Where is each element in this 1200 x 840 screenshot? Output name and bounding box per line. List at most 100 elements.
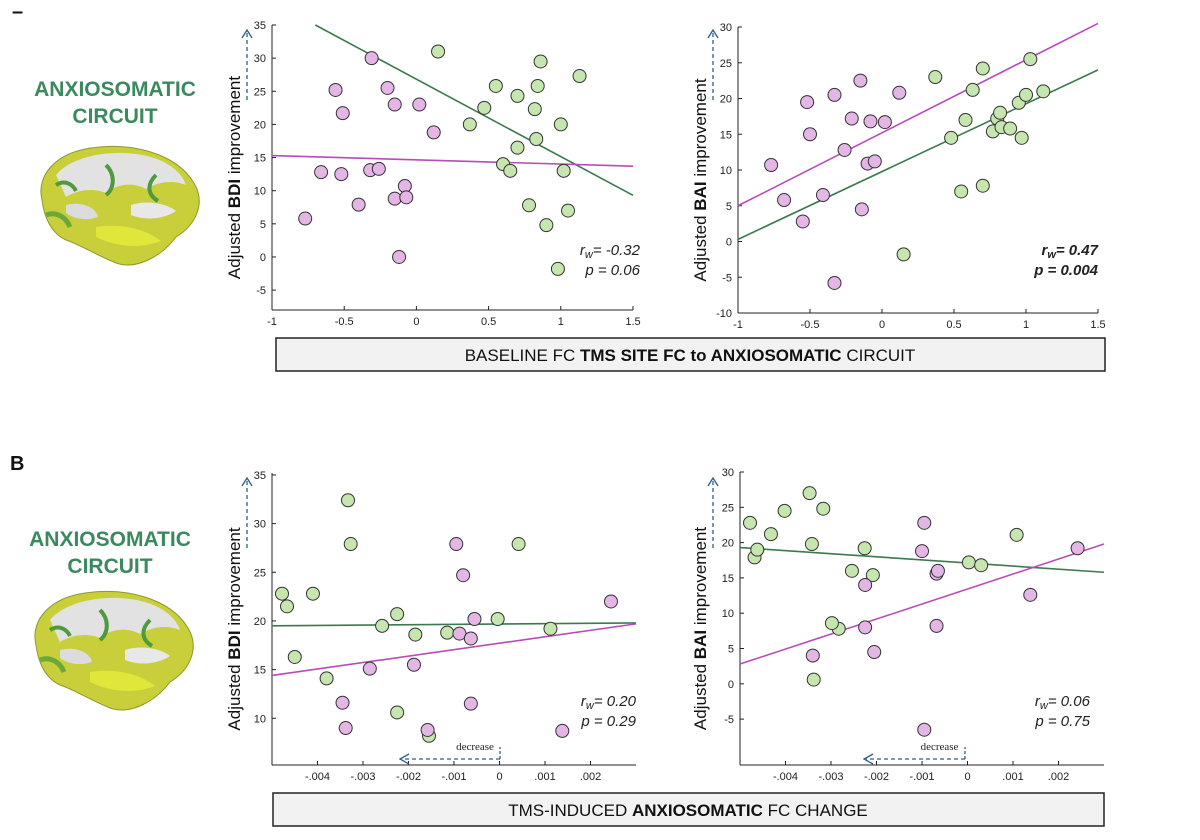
green-data-point [530, 78, 545, 93]
row-b-axis-label: TMS-INDUCED ANXIOSOMATIC FC CHANGE [508, 801, 868, 820]
scatter-chart-a-bai: -1 -0.5 0 0.5 1 1.5 -10 -5 0 5 10 15 20 25 30 Adjusted … [691, 22, 1106, 331]
green-data-point [553, 117, 568, 132]
up-arrow-icon [241, 476, 253, 487]
pink-data-point [930, 563, 945, 578]
pink-data-point [803, 127, 817, 142]
scatter-chart-b-bai: -.004 -.003 -.002 -.001 0 .001 .002 -5 0 5 10 15 20 2… [691, 467, 1105, 783]
pink-data-point [805, 648, 820, 663]
y-tick-label: -5 [724, 714, 734, 726]
y-tick-label: 0 [260, 252, 266, 264]
green-data-point [844, 563, 859, 578]
pink-data-point [392, 249, 407, 264]
pink-data-point [863, 114, 878, 129]
x-tick-label: .002 [580, 771, 601, 783]
y-tick-label: 20 [254, 119, 266, 131]
stat-r-label: rw= 0.06 [1035, 693, 1091, 712]
green-data-point [431, 44, 446, 59]
y-axis-label: Adjusted BDI improvement [225, 527, 244, 730]
pink-data-point [387, 191, 402, 206]
green-data-point [488, 78, 503, 93]
pink-data-point [380, 80, 395, 95]
pink-data-point [917, 515, 932, 530]
green-data-point [763, 527, 778, 542]
pink-data-point [853, 73, 868, 88]
pink-data-point [892, 85, 907, 100]
y-tick-label: 10 [254, 713, 266, 725]
green-data-point [975, 178, 990, 193]
pink-data-point [298, 211, 313, 226]
y-tick-label: 20 [254, 616, 266, 628]
pink-data-point [827, 87, 842, 102]
y-tick-label: 25 [254, 86, 266, 98]
y-tick-label: 15 [254, 153, 266, 165]
green-data-point [280, 599, 295, 614]
pink-data-point [917, 722, 932, 737]
pink-data-point [463, 696, 478, 711]
brain-icon [40, 145, 200, 266]
green-data-point [975, 61, 990, 76]
green-data-point [275, 586, 290, 601]
green-data-point [408, 627, 423, 642]
green-data-point [1023, 52, 1038, 67]
green-data-point [305, 586, 320, 601]
brain-icon [34, 590, 194, 711]
left-arrow-icon [398, 753, 410, 765]
stat-r-label: rw= 0.47 [1041, 242, 1098, 261]
x-tick-label: 0 [413, 316, 419, 328]
y-tick-label: -5 [722, 272, 732, 284]
up-arrow-icon [241, 28, 253, 39]
stat-r-label: rw= -0.32 [580, 242, 641, 261]
decrease-label: decrease [456, 741, 494, 753]
pink-data-point [603, 594, 618, 609]
x-tick-label: -.003 [350, 771, 375, 783]
pink-fit-line [271, 623, 637, 677]
pink-data-point [335, 106, 350, 121]
y-tick-label: 15 [720, 129, 732, 141]
pink-data-point [426, 125, 441, 140]
circuit-label-line2: CIRCUIT [67, 555, 152, 578]
green-data-point [804, 537, 819, 552]
y-tick-label: 10 [254, 186, 266, 198]
green-data-point [510, 88, 525, 103]
x-tick-label: -.002 [864, 771, 889, 783]
green-data-point [743, 515, 758, 530]
y-tick-label: -10 [716, 308, 732, 320]
green-data-point [556, 163, 571, 178]
pink-data-point [867, 645, 882, 660]
y-tick-label: 30 [720, 22, 732, 34]
y-tick-label: 25 [254, 567, 266, 579]
stat-r-label: rw= 0.20 [581, 693, 637, 712]
x-tick-label: 1 [1023, 319, 1029, 331]
circuit-label-line1: ANXIOSOMATIC [29, 528, 191, 551]
pink-data-point [555, 723, 570, 738]
pink-data-point [338, 721, 353, 736]
pink-data-point [406, 657, 421, 672]
pink-data-point [387, 97, 402, 112]
pink-data-point [412, 97, 427, 112]
x-tick-label: -0.5 [335, 316, 354, 328]
x-tick-label: -1 [267, 316, 277, 328]
x-tick-label: -.004 [773, 771, 798, 783]
pink-data-point [858, 620, 873, 635]
pink-data-point [399, 190, 414, 205]
y-tick-label: 0 [728, 679, 734, 691]
x-tick-label: 0 [879, 319, 885, 331]
panel-letter-b: B [10, 453, 24, 475]
green-data-point [529, 132, 544, 146]
green-data-point [511, 537, 526, 552]
pink-data-point [328, 82, 343, 97]
green-data-point [954, 184, 969, 199]
pink-data-point [929, 618, 944, 633]
decrease-label: decrease [921, 741, 959, 753]
green-data-point [572, 69, 587, 84]
row-b-axis-box: TMS-INDUCED ANXIOSOMATIC FC CHANGE [272, 792, 1105, 827]
scatter-chart-b-bdi: -.004 -.003 -.002 -.001 0 .001 .002 10 15 20 25 30 3… [225, 470, 637, 783]
x-tick-label: 0 [496, 771, 502, 783]
green-data-point [777, 503, 792, 518]
green-data-point [462, 117, 477, 132]
scatter-chart-a-bdi: -1 -0.5 0 0.5 1 1.5 -5 0 5 10 15 20 25 30 35 Adjusted B… [225, 20, 641, 328]
green-data-point [375, 618, 390, 633]
pink-data-point [362, 661, 377, 676]
y-tick-label: 5 [726, 201, 732, 213]
x-tick-label: 0.5 [481, 316, 496, 328]
